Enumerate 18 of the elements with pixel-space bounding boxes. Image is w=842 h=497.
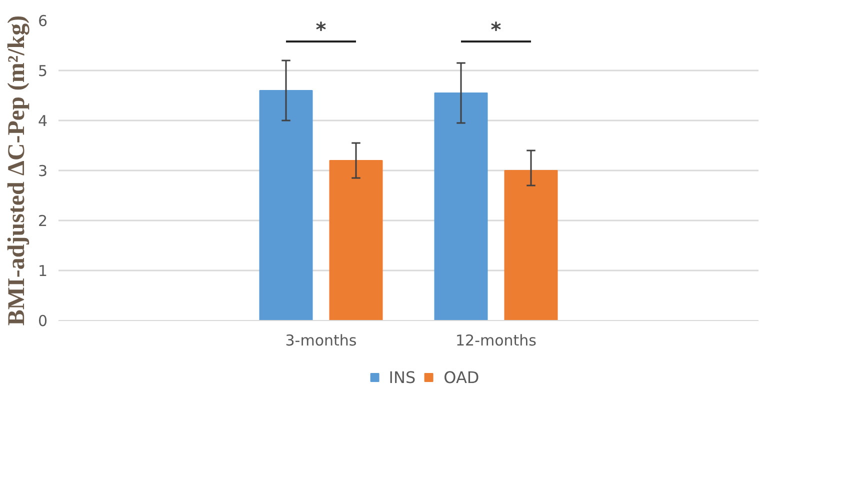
bar: [504, 170, 558, 320]
y-tick-label: 2: [38, 212, 48, 230]
y-tick-label: 5: [38, 62, 48, 80]
x-tick-label: 3-months: [285, 332, 357, 350]
y-tick-label: 6: [38, 12, 48, 30]
legend-label: INS: [388, 368, 416, 386]
bar: [259, 90, 313, 320]
y-tick-label: 3: [38, 162, 48, 180]
legend-label: OAD: [444, 368, 480, 386]
bar: [434, 92, 488, 320]
y-tick-label: 0: [38, 312, 48, 330]
y-tick-label: 1: [38, 262, 48, 280]
annotation: *: [490, 18, 502, 42]
y-axis-title: BMI-adjusted ΔC-Pep (m²/kg): [4, 15, 30, 326]
x-tick-label: 12-months: [456, 332, 537, 350]
y-tick-label: 4: [38, 112, 48, 130]
bar: [329, 160, 383, 320]
annotation: *: [316, 18, 327, 42]
